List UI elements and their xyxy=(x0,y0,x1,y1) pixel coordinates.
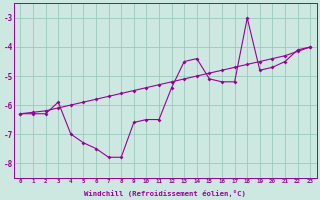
X-axis label: Windchill (Refroidissement éolien,°C): Windchill (Refroidissement éolien,°C) xyxy=(84,190,246,197)
